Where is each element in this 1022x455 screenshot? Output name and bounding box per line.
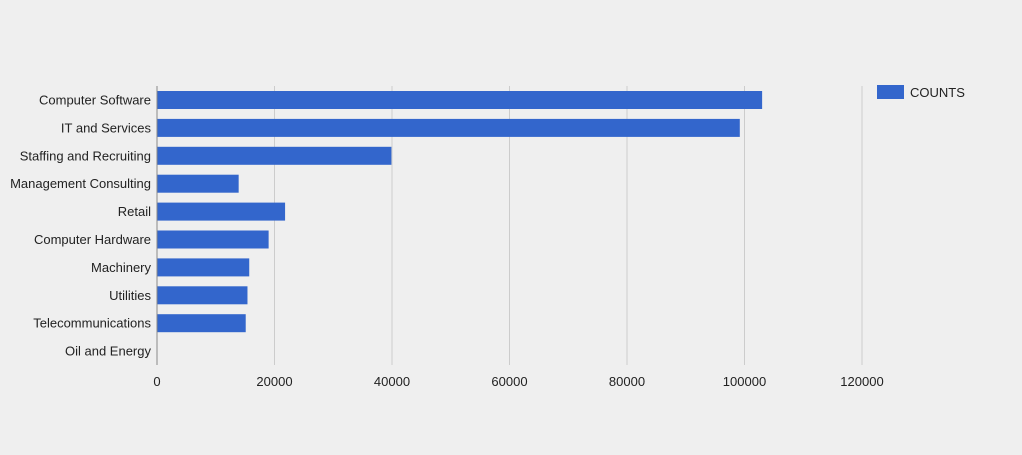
x-tick-label: 60000 bbox=[491, 374, 527, 389]
category-label: Oil and Energy bbox=[65, 344, 151, 359]
x-tick-label: 80000 bbox=[609, 374, 645, 389]
bars bbox=[157, 91, 763, 333]
bar bbox=[157, 146, 392, 165]
category-label: Computer Software bbox=[39, 93, 151, 108]
category-label: Machinery bbox=[91, 260, 151, 275]
legend-swatch-counts bbox=[877, 85, 904, 99]
legend-label-counts: COUNTS bbox=[910, 85, 965, 100]
bar bbox=[157, 118, 740, 137]
category-labels: Computer Software IT and Services Staffing… bbox=[10, 93, 151, 359]
bar bbox=[157, 230, 269, 249]
bar bbox=[157, 202, 286, 221]
category-label: Management Consulting bbox=[10, 176, 151, 191]
x-tick-label: 20000 bbox=[256, 374, 292, 389]
category-label: Computer Hardware bbox=[34, 232, 151, 247]
bar bbox=[157, 258, 250, 277]
bar bbox=[157, 314, 246, 333]
bar bbox=[157, 91, 763, 109]
category-label: Telecommunications bbox=[33, 316, 151, 331]
x-tick-label: 0 bbox=[153, 374, 160, 389]
x-tick-labels: 0 20000 40000 60000 80000 100000 120000 bbox=[153, 374, 883, 389]
category-label: Utilities bbox=[109, 288, 151, 303]
x-tick-label: 100000 bbox=[723, 374, 766, 389]
category-label: IT and Services bbox=[61, 120, 152, 135]
legend: COUNTS bbox=[877, 85, 965, 100]
x-tick-label: 120000 bbox=[840, 374, 883, 389]
category-label: Staffing and Recruiting bbox=[20, 148, 151, 163]
bar bbox=[157, 174, 239, 193]
x-tick-label: 40000 bbox=[374, 374, 410, 389]
bar bbox=[157, 286, 248, 305]
category-label: Retail bbox=[118, 204, 151, 219]
